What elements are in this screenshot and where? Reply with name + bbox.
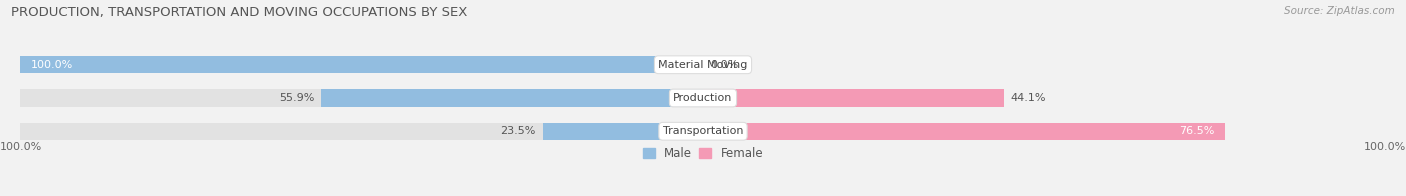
Bar: [21, 56, 703, 73]
Bar: [21, 123, 703, 140]
Text: PRODUCTION, TRANSPORTATION AND MOVING OCCUPATIONS BY SEX: PRODUCTION, TRANSPORTATION AND MOVING OC…: [11, 6, 468, 19]
Text: 0.0%: 0.0%: [710, 60, 738, 70]
Text: 23.5%: 23.5%: [501, 126, 536, 136]
Text: 76.5%: 76.5%: [1180, 126, 1215, 136]
Text: 100.0%: 100.0%: [1364, 142, 1406, 152]
Bar: [322, 89, 703, 107]
Text: 100.0%: 100.0%: [0, 142, 42, 152]
Bar: [543, 123, 703, 140]
Text: 100.0%: 100.0%: [31, 60, 73, 70]
Text: Source: ZipAtlas.com: Source: ZipAtlas.com: [1284, 6, 1395, 16]
Text: 55.9%: 55.9%: [280, 93, 315, 103]
Legend: Male, Female: Male, Female: [643, 147, 763, 160]
Bar: [703, 123, 1225, 140]
Bar: [21, 89, 703, 107]
Text: Transportation: Transportation: [662, 126, 744, 136]
Text: Material Moving: Material Moving: [658, 60, 748, 70]
Text: 44.1%: 44.1%: [1011, 93, 1046, 103]
Bar: [703, 89, 1004, 107]
Text: Production: Production: [673, 93, 733, 103]
Bar: [21, 56, 703, 73]
